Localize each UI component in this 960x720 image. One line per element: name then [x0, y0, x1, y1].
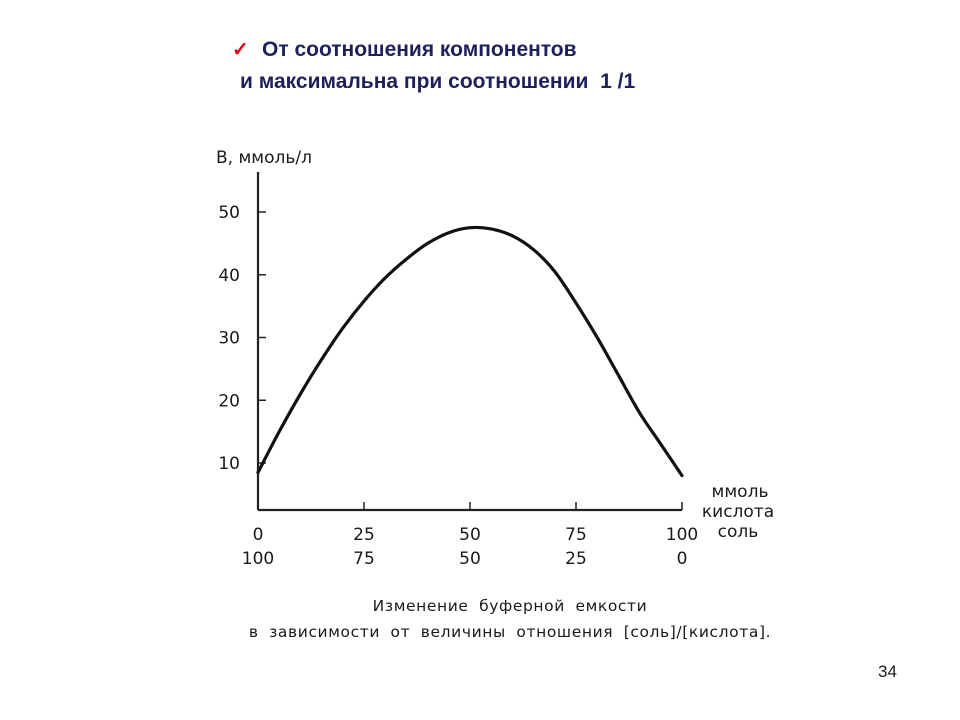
page-number: 34 [878, 662, 897, 681]
slide-title: ✓ От соотношения компонентов и максимальн… [232, 34, 635, 98]
x-axis-label-2: соль [718, 522, 759, 542]
y-tick-label: 50 [218, 203, 240, 223]
y-axis-label: В, ммоль/л [216, 148, 312, 168]
x-tick-label-acid: 100 [666, 525, 698, 545]
y-tick-label: 30 [218, 329, 240, 349]
x-tick-label-salt: 100 [242, 549, 274, 569]
title-text-1: От соотношения компонентов [262, 38, 577, 61]
x-tick-label-acid: 50 [459, 525, 481, 545]
title-line-2: и максимальна при соотношении 1 /1 [232, 66, 635, 98]
x-tick-label-salt: 0 [677, 549, 688, 569]
title-line-1: ✓ От соотношения компонентов [232, 34, 635, 66]
checkmark-icon: ✓ [232, 39, 249, 61]
x-axis-label-1: кислота [702, 502, 774, 522]
chart-series [256, 225, 684, 478]
buffer-capacity-curve [256, 225, 684, 478]
chart-caption-line-1: Изменение буферной емкости [372, 597, 648, 615]
x-tick-label-acid: 75 [565, 525, 587, 545]
x-tick-label-salt: 50 [459, 549, 481, 569]
chart-axes [256, 172, 682, 512]
x-tick-label-salt: 25 [565, 549, 587, 569]
x-tick-label-acid: 0 [253, 525, 264, 545]
x-tick-label-salt: 75 [353, 549, 375, 569]
chart-caption-line-2: в зависимости от величины отношения [сол… [248, 623, 772, 641]
y-tick-label: 40 [218, 266, 240, 286]
y-tick-label: 10 [218, 454, 240, 474]
x-tick-label-acid: 25 [353, 525, 375, 545]
title-text-2: и максимальна при соотношении 1 /1 [240, 70, 636, 93]
x-axis-label-0: ммоль [712, 482, 769, 502]
y-tick-label: 20 [218, 391, 240, 411]
